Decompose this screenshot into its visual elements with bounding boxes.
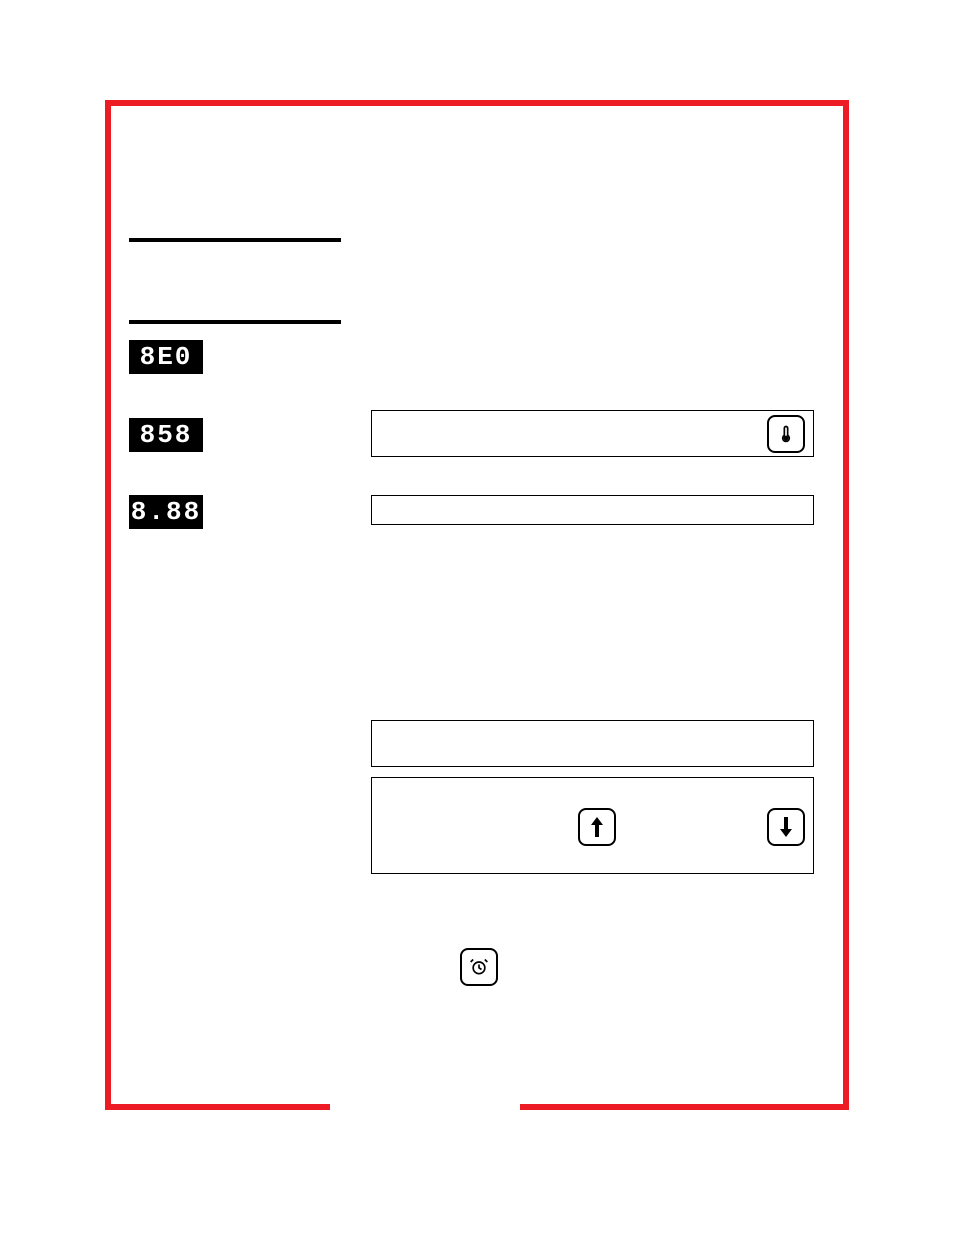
content-box-2	[371, 495, 814, 525]
divider-line-bottom	[129, 320, 341, 324]
content-box-3	[371, 720, 814, 767]
content-box-4	[371, 777, 814, 874]
arrow-down-icon[interactable]	[767, 808, 805, 846]
content-box-1	[371, 410, 814, 457]
thermometer-icon[interactable]	[767, 415, 805, 453]
arrow-up-icon[interactable]	[578, 808, 616, 846]
seven-seg-display-3: 8.88	[129, 495, 203, 529]
page-root: 8E0 858 8.88	[0, 0, 954, 1235]
seven-seg-display-2: 858	[129, 418, 203, 452]
border-bottom-notch	[330, 1098, 520, 1118]
clock-button[interactable]	[460, 948, 500, 988]
seven-seg-display-1: 8E0	[129, 340, 203, 374]
divider-line-top	[129, 238, 341, 242]
clock-icon[interactable]	[460, 948, 498, 986]
